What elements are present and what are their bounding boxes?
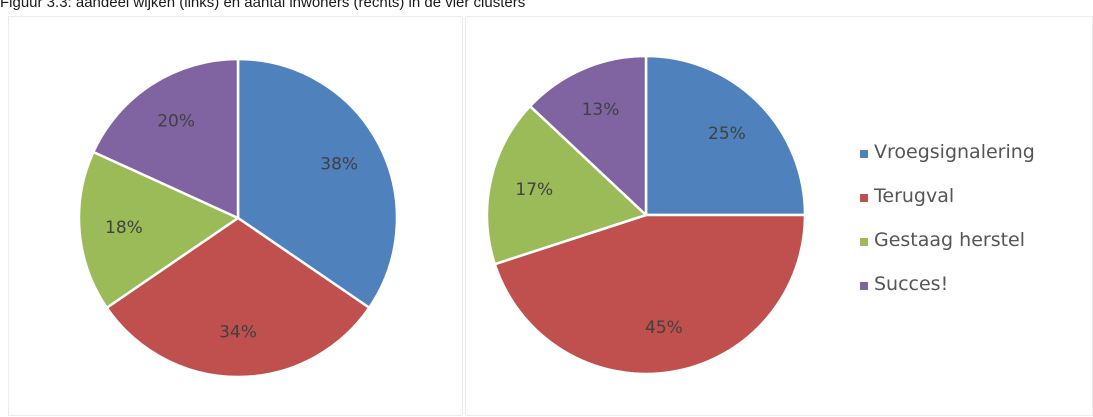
data-label: 34% <box>219 323 257 343</box>
data-label: 38% <box>320 155 358 175</box>
data-label: 45% <box>645 318 683 338</box>
data-label: 25% <box>708 124 746 144</box>
data-label: 20% <box>157 112 195 132</box>
slice-vroegsignalering <box>236 57 399 309</box>
legend-label: Vroegsignalering <box>874 141 1035 163</box>
slice-terugval <box>105 216 371 379</box>
data-label: 18% <box>105 218 143 238</box>
slice-terugval <box>493 213 807 376</box>
chart-legend: Vroegsignalering Terugval Gestaag herste… <box>855 133 1085 309</box>
legend-item-gestaag-herstel: Gestaag herstel <box>855 221 1085 265</box>
slice-succes <box>92 57 240 220</box>
slice-vroegsignalering <box>644 54 807 217</box>
slice-succes <box>528 54 648 217</box>
legend-label: Gestaag herstel <box>874 229 1026 251</box>
legend-label: Succes! <box>874 273 949 295</box>
legend-item-succes: Succes! <box>855 265 1085 309</box>
legend-swatch <box>860 194 868 202</box>
data-label: 17% <box>515 180 553 200</box>
slice-gestaag-herstel <box>77 150 240 309</box>
data-label: 13% <box>582 100 620 120</box>
legend-label: Terugval <box>874 185 955 207</box>
figure-caption: Figuur 3.3: aandeel wijken (links) en aa… <box>0 0 526 11</box>
legend-swatch <box>860 150 868 158</box>
legend-item-terugval: Terugval <box>855 177 1085 221</box>
legend-swatch <box>860 282 868 290</box>
slice-gestaag-herstel <box>485 104 648 266</box>
legend-swatch <box>860 238 868 246</box>
legend-item-vroegsignalering: Vroegsignalering <box>855 133 1085 177</box>
